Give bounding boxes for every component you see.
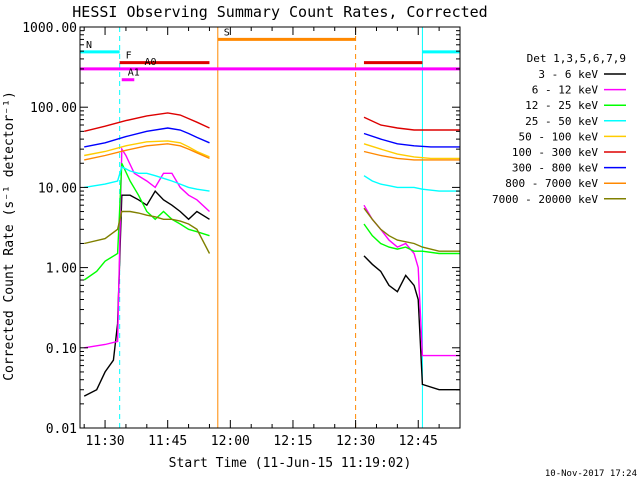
- x-axis-label: Start Time (11-Jun-15 11:19:02): [169, 456, 412, 471]
- flag-label-7: A0: [144, 57, 156, 68]
- series-line-3-seg-0: [84, 165, 210, 192]
- plot-frame: [79, 26, 461, 429]
- legend-label-7: 800 - 7000 keV: [505, 177, 598, 190]
- x-tick-label-0: 11:30: [85, 434, 124, 449]
- flag-label-4: S: [224, 27, 230, 38]
- flag-label-2: F: [126, 51, 132, 62]
- series-line-8-seg-0: [84, 210, 211, 254]
- y-tick-label-5: 1000.00: [22, 21, 77, 36]
- flag-label-0: N: [86, 40, 92, 51]
- legend-label-2: 12 - 25 keV: [525, 99, 598, 112]
- series-line-8-seg-1: [363, 207, 460, 252]
- legend-label-6: 300 - 800 keV: [512, 162, 598, 175]
- series-line-6-seg-0: [84, 127, 210, 148]
- legend-title: Det 1,3,5,6,7,9: [527, 52, 626, 65]
- series-line-4-seg-0: [84, 140, 210, 158]
- reference-lines: [79, 27, 461, 428]
- y-axis-label: Corrected Count Rate (s⁻¹ detector⁻¹): [2, 91, 17, 381]
- flag-label-6: A1: [128, 68, 140, 79]
- legend: 3 - 6 keV 6 - 12 keV 12 - 25 keV 25 - 50 ke…: [492, 68, 626, 206]
- series-line-1-seg-1: [363, 204, 460, 357]
- y-tick-label-1: 0.10: [46, 342, 77, 357]
- x-tick-label-5: 12:45: [399, 434, 438, 449]
- y-tick-label-3: 10.00: [38, 181, 77, 196]
- x-tick-label-3: 12:15: [273, 434, 312, 449]
- y-tick-label-2: 1.00: [46, 262, 77, 277]
- axis-ticks: 0.01 0.10 1.00 10.00 100.00 1000.00 11:30 11:45…: [22, 21, 461, 449]
- series-group: [83, 112, 460, 397]
- series-line-1-seg-0: [84, 146, 210, 349]
- flag-bars: N F S A1 A0: [80, 27, 460, 82]
- y-tick-label-4: 100.00: [30, 101, 77, 116]
- series-line-5-seg-1: [363, 116, 460, 131]
- series-line-5-seg-0: [84, 112, 210, 132]
- legend-label-4: 50 - 100 keV: [519, 130, 599, 143]
- series-line-6-seg-1: [363, 132, 460, 148]
- series-line-2-seg-1: [363, 223, 460, 255]
- series-line-3-seg-1: [363, 175, 460, 192]
- x-tick-label-1: 11:45: [148, 434, 187, 449]
- legend-label-3: 25 - 50 keV: [525, 115, 598, 128]
- series-line-4-seg-1: [363, 143, 460, 160]
- chart-title: HESSI Observing Summary Count Rates, Cor…: [72, 3, 487, 21]
- footer-timestamp: 10-Nov-2017 17:24: [545, 469, 637, 479]
- legend-label-0: 3 - 6 keV: [538, 68, 598, 81]
- legend-label-1: 6 - 12 keV: [532, 84, 599, 97]
- legend-label-8: 7000 - 20000 keV: [492, 193, 598, 206]
- legend-label-5: 100 - 300 keV: [512, 146, 598, 159]
- series-line-7-seg-1: [363, 150, 460, 161]
- series-line-0-seg-1: [363, 255, 460, 391]
- x-tick-label-4: 12:30: [336, 434, 375, 449]
- series-line-2-seg-0: [83, 163, 210, 281]
- x-tick-label-2: 12:00: [211, 434, 250, 449]
- y-tick-label-0: 0.01: [46, 422, 77, 437]
- series-line-0-seg-0: [83, 189, 210, 397]
- series-line-7-seg-0: [84, 143, 210, 161]
